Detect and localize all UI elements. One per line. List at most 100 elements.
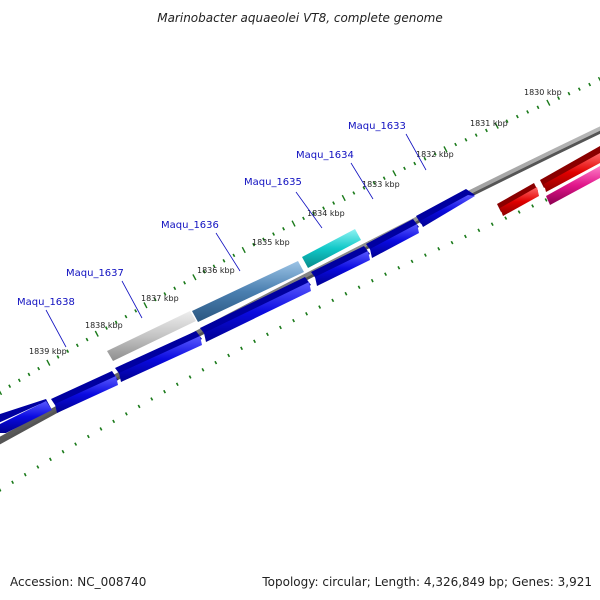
outer-ring-major-tick [94, 330, 99, 337]
inner-ring-minor-tick [423, 253, 427, 257]
callout-line-1637 [121, 280, 143, 319]
inner-ring-minor-tick [99, 427, 103, 431]
inner-ring-minor-tick [410, 259, 414, 264]
inner-ring-minor-tick [86, 434, 90, 439]
outer-ring-minor-tick [262, 237, 266, 242]
gene-label-maqu-1634[interactable]: Maqu_1634 [296, 150, 354, 161]
inner-ring-minor-tick [544, 198, 548, 202]
gene-label-maqu-1633[interactable]: Maqu_1633 [348, 121, 406, 132]
outer-ring-minor-tick [114, 320, 118, 325]
inner-ring-minor-tick [124, 412, 128, 416]
inner-ring-minor-tick [253, 339, 257, 344]
inner-ring-minor-tick [188, 375, 192, 379]
inner-ring-minor-tick [490, 222, 494, 226]
outer-ring-minor-tick [232, 253, 236, 258]
outer-ring-minor-tick [153, 297, 157, 302]
outer-ring-major-tick [192, 274, 197, 281]
gene-block-maqu-1635[interactable] [302, 229, 361, 268]
inner-ring-minor-tick [331, 298, 335, 303]
gene-label-maqu-1638[interactable]: Maqu_1638 [17, 297, 75, 308]
outer-ring-minor-tick [557, 96, 561, 100]
gene-label-maqu-1635[interactable]: Maqu_1635 [244, 177, 302, 188]
outer-ring-minor-tick [526, 110, 530, 114]
gene-block-maqu-1637[interactable] [107, 311, 196, 361]
outer-ring-minor-tick [474, 133, 478, 137]
cds-arrow[interactable] [315, 251, 370, 286]
cds-arrow[interactable] [55, 376, 118, 413]
outer-ring-minor-tick [27, 372, 31, 377]
gene-labels: Maqu_1633 Maqu_1634 Maqu_1635 Maqu_1636 … [17, 121, 406, 308]
outer-ring-major-tick [494, 122, 499, 129]
outer-ring-minor-tick [134, 309, 138, 313]
gene-label-maqu-1636[interactable]: Maqu_1636 [161, 220, 219, 231]
outer-ring-minor-tick [484, 128, 488, 133]
outer-ring-major-tick [241, 246, 246, 254]
outer-ring-major-tick [597, 76, 600, 82]
cds-arrow[interactable] [370, 224, 419, 258]
inner-ring-minor-tick [370, 278, 374, 283]
outer-ring-major-tick [546, 99, 551, 106]
cds-arrow[interactable] [0, 399, 52, 425]
tick-labels: 1830 kbp 1831 kbp 1832 kbp 1833 kbp 1834… [29, 88, 562, 356]
outer-ring-minor-tick [85, 337, 89, 342]
outer-ring-minor-tick [433, 152, 437, 156]
cds-arrow[interactable] [0, 401, 52, 433]
genome-summary-text: Topology: circular; Length: 4,326,849 bp… [261, 575, 592, 589]
outer-ring-minor-tick [332, 201, 336, 205]
cds-arrow[interactable] [500, 187, 539, 216]
accession-text: Accession: NC_008740 [10, 575, 146, 589]
inner-ring-minor-tick [384, 272, 388, 276]
reverse-strand-genes [0, 146, 600, 433]
outer-ring-minor-tick [66, 349, 70, 353]
outer-ring-minor-tick [56, 355, 60, 359]
tick-label-1839: 1839 kbp [29, 347, 67, 356]
outer-ring-minor-tick [17, 378, 21, 383]
inner-ring-minor-tick [463, 234, 467, 239]
outer-ring-major-tick [341, 194, 346, 202]
outer-ring-minor-tick [403, 166, 407, 171]
cds-arrow[interactable] [119, 336, 202, 382]
inner-ring-minor-tick [150, 397, 154, 401]
gene-callout-lines [45, 133, 427, 348]
tick-label-1831: 1831 kbp [470, 119, 508, 128]
gene-block-maqu-1636[interactable] [192, 261, 304, 322]
highlighted-genes [107, 166, 600, 361]
outer-ring-minor-tick [322, 206, 326, 210]
cds-arrow[interactable] [366, 219, 419, 252]
cds-arrow[interactable] [420, 195, 475, 227]
outer-tick-ring [0, 76, 600, 396]
outer-ring-major-tick [0, 390, 3, 396]
inner-ring-minor-tick [240, 346, 244, 351]
cds-arrow[interactable] [540, 146, 600, 188]
gene-label-maqu-1637[interactable]: Maqu_1637 [66, 268, 124, 279]
outer-ring-minor-tick [302, 216, 306, 221]
outer-ring-minor-tick [272, 232, 276, 236]
cds-arrow[interactable] [204, 282, 311, 342]
tick-label-1835: 1835 kbp [252, 238, 290, 247]
inner-ring-minor-tick [517, 210, 521, 214]
cds-arrow[interactable] [115, 331, 202, 376]
cds-arrow[interactable] [311, 246, 370, 280]
inner-ring-minor-tick [175, 382, 179, 387]
inner-ring-minor-tick [112, 419, 116, 424]
outer-ring-minor-tick [75, 343, 79, 348]
inner-ring-minor-tick [227, 353, 231, 358]
inner-ring-minor-tick [36, 465, 40, 469]
inner-ring-minor-tick [437, 247, 441, 251]
inner-ring-minor-tick [531, 204, 535, 208]
callout-line-1636 [215, 232, 241, 272]
inner-ring-minor-tick [0, 488, 2, 492]
cds-arrow[interactable] [544, 153, 600, 192]
inner-ring-minor-tick [23, 472, 27, 477]
gene-block-magenta[interactable] [546, 166, 600, 205]
inner-ring-minor-tick [450, 240, 454, 245]
outer-ring-major-tick [143, 302, 148, 309]
map-title: Marinobacter aquaeolei VT8, complete gen… [157, 11, 443, 25]
cds-arrow[interactable] [200, 277, 311, 336]
callout-line-1634 [350, 162, 374, 200]
outer-ring-minor-tick [163, 292, 167, 296]
inner-ring-minor-tick [201, 368, 205, 372]
outer-ring-major-tick [46, 359, 51, 366]
inner-ring-minor-tick [163, 389, 167, 394]
